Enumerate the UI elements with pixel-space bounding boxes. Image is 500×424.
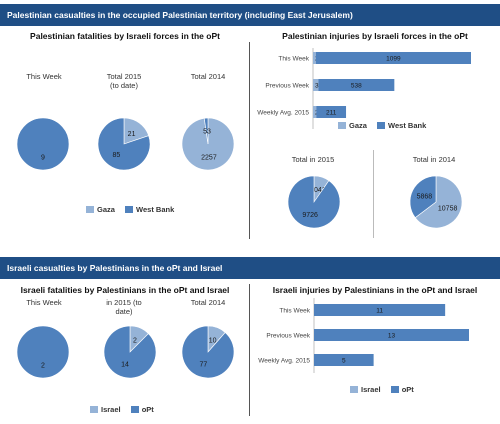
pie-title-s2-1: in 2015 (to date) bbox=[106, 298, 142, 316]
legend-s2-fatalities: Israel oPt bbox=[90, 405, 162, 414]
pie-title-s1-1: Total 2015 (to date) bbox=[106, 72, 142, 90]
legend-s2-injuries: Israel oPt bbox=[350, 385, 422, 394]
pie-title-s2-0: This Week bbox=[26, 298, 62, 307]
pie-slice-west-bank bbox=[203, 117, 209, 145]
legend-item-westbank: West Bank bbox=[377, 121, 426, 130]
pie-label: 21 bbox=[128, 131, 136, 138]
section1-small-divider bbox=[373, 150, 374, 238]
bar-value-label: 11 bbox=[376, 308, 383, 315]
bar-opt bbox=[314, 304, 446, 316]
bar-category-label: Previous Week bbox=[265, 83, 309, 90]
legend-item-gaza: Gaza bbox=[338, 121, 367, 130]
pie-slice-west-bank bbox=[16, 117, 70, 171]
bar-category-label: Weekly Avg. 2015 bbox=[258, 358, 310, 365]
bar-opt bbox=[314, 329, 469, 341]
legend-item-opt: oPt bbox=[390, 385, 414, 394]
bar-value-label: 211 bbox=[326, 110, 337, 117]
bar-value-label: 13 bbox=[388, 333, 396, 340]
legend-item-gaza: Gaza bbox=[86, 205, 115, 214]
bar-chart-s2-injuries: This Week011Previous Week013Weekly Avg. … bbox=[258, 298, 469, 373]
pie-label: 14 bbox=[121, 362, 129, 369]
pie-label: 9726 bbox=[302, 212, 318, 219]
bar-west-bank bbox=[318, 79, 395, 91]
bar-gaza bbox=[313, 52, 316, 64]
bar-gaza bbox=[313, 106, 317, 118]
pie-label: 2257 bbox=[201, 154, 217, 161]
pie-chart-s1-total-2014: 2257 53 bbox=[181, 117, 235, 171]
pie-title-s1-2: Total 2014 bbox=[190, 72, 226, 81]
legend-swatch-westbank bbox=[377, 122, 386, 129]
bar-category-label: Previous Week bbox=[266, 333, 310, 340]
pie-chart-s1-total-2015: 21 85 bbox=[97, 117, 151, 171]
legend-s1-injuries: Gaza West Bank bbox=[338, 121, 434, 130]
pie-label: 2 bbox=[41, 363, 45, 370]
bar-category-label: This Week bbox=[279, 308, 310, 315]
section1-divider bbox=[249, 42, 250, 239]
pie-label: 9 bbox=[41, 155, 45, 162]
pie-slice-west-bank bbox=[287, 175, 341, 229]
pie-label: 1041 bbox=[310, 187, 326, 194]
pie-chart-s2-this-week: 02 bbox=[16, 325, 70, 379]
bar-gaza bbox=[313, 79, 319, 91]
legend-item-opt: oPt bbox=[130, 405, 154, 414]
pie-title-s1-small-0: Total in 2015 bbox=[291, 155, 335, 164]
legend-swatch-westbank bbox=[125, 206, 134, 213]
bar-value-label: 5 bbox=[342, 358, 346, 365]
legend-swatch-gaza bbox=[86, 206, 94, 213]
pie-label: 2 bbox=[133, 337, 137, 344]
pie-chart-s1-small-2014: 10758 5868 bbox=[409, 175, 463, 229]
section2-divider bbox=[249, 284, 250, 416]
pie-chart-s2-in-2015: 2 14 bbox=[103, 325, 157, 379]
pie-slice-opt bbox=[181, 325, 235, 379]
pie-chart-s2-total-2014: 10 77 bbox=[181, 325, 235, 379]
section2-banner: Israeli casualties by Palestinians in th… bbox=[0, 257, 500, 279]
pie-title-s1-0: This Week bbox=[26, 72, 62, 81]
legend-swatch-israel bbox=[90, 406, 98, 413]
pie-chart-s1-small-2015: 1041 9726 bbox=[287, 175, 341, 229]
pie-label: 53 bbox=[203, 129, 211, 136]
bar-value-label: 1099 bbox=[386, 56, 401, 63]
legend-swatch-opt bbox=[130, 406, 139, 413]
pie-label: 5868 bbox=[417, 194, 433, 201]
pie-slice-opt bbox=[16, 325, 70, 379]
bar-category-label: Weekly Avg. 2015 bbox=[257, 110, 309, 117]
legend-item-israel: Israel bbox=[350, 385, 381, 394]
pie-slice-west-bank bbox=[97, 117, 151, 171]
bar-category-label: This Week bbox=[278, 56, 309, 63]
section1-banner: Palestinian casualties in the occupied P… bbox=[0, 4, 500, 26]
legend-swatch-israel bbox=[350, 386, 358, 393]
legend-s1-fatalities: Gaza West Bank bbox=[86, 205, 182, 214]
legend-item-israel: Israel bbox=[90, 405, 121, 414]
fatalities-title-1: Palestinian fatalities by Israeli forces… bbox=[30, 31, 220, 41]
bar-west-bank bbox=[315, 52, 471, 64]
pie-chart-s1-this-week: 09 bbox=[16, 117, 70, 171]
bar-west-bank bbox=[316, 106, 347, 118]
bar-opt bbox=[314, 354, 374, 366]
pie-label: 10 bbox=[209, 337, 217, 344]
injuries-title-2: Israeli injuries by Palestinians in the … bbox=[272, 285, 478, 295]
pie-label: 77 bbox=[200, 362, 208, 369]
pie-title-s1-small-1: Total in 2014 bbox=[412, 155, 456, 164]
pie-slice-west-bank bbox=[409, 175, 437, 219]
injuries-title-1: Palestinian injuries by Israeli forces i… bbox=[282, 31, 468, 41]
bar-chart-s1-injuries: This Week201099Previous Week38538Weekly … bbox=[257, 48, 471, 129]
pie-slice-gaza bbox=[414, 175, 463, 229]
pie-title-s2-2: Total 2014 bbox=[190, 298, 226, 307]
pie-slice-opt bbox=[103, 325, 157, 379]
fatalities-title-2: Israeli fatalities by Palestinians in th… bbox=[20, 285, 230, 295]
legend-swatch-opt bbox=[390, 386, 399, 393]
pie-label: 85 bbox=[113, 152, 121, 159]
pie-label: 10758 bbox=[438, 205, 458, 212]
legend-swatch-gaza bbox=[338, 122, 346, 129]
bar-value-label: 538 bbox=[351, 83, 362, 90]
legend-item-westbank: West Bank bbox=[125, 205, 174, 214]
